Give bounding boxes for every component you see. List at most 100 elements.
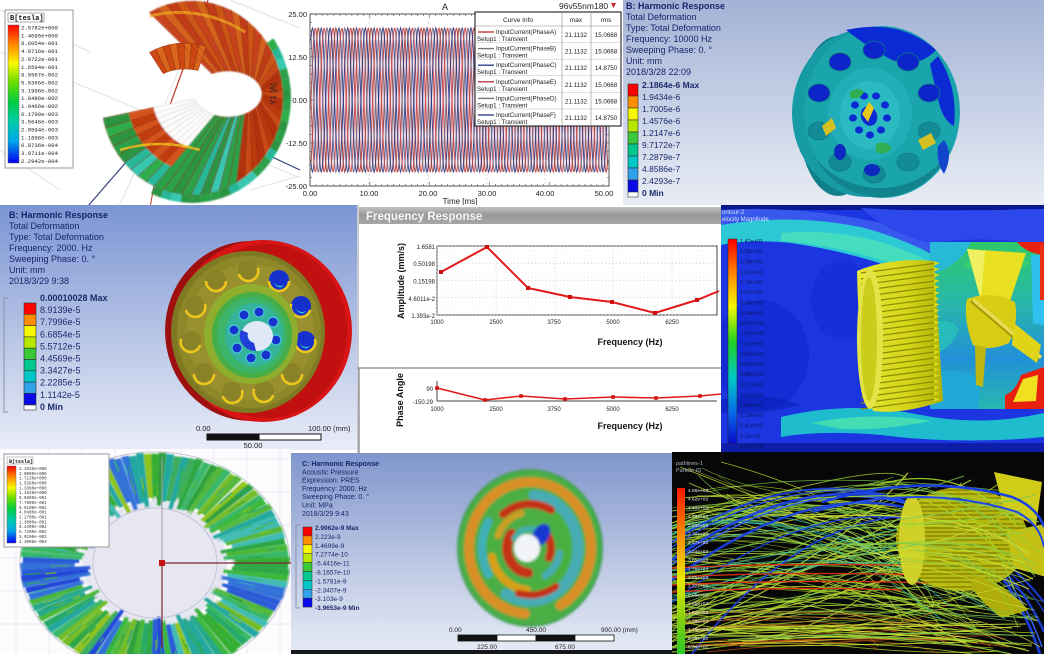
svg-text:Setup1 : Transient: Setup1 : Transient — [477, 119, 527, 126]
svg-text:7.7996e-5: 7.7996e-5 — [40, 317, 81, 327]
svg-text:1.6594e-001: 1.6594e-001 — [21, 64, 59, 71]
svg-text:1.3000e-001: 1.3000e-001 — [19, 521, 47, 525]
svg-text:2.3000e-003: 2.3000e-003 — [19, 541, 47, 545]
svg-text:10.00: 10.00 — [360, 189, 379, 198]
svg-text:1.1520e+000: 1.1520e+000 — [19, 492, 47, 496]
svg-text:1.1898e-003: 1.1898e-003 — [21, 134, 58, 141]
svg-text:1000: 1000 — [430, 320, 444, 326]
svg-text:40.00: 40.00 — [536, 189, 555, 198]
svg-text:21.1132: 21.1132 — [565, 49, 587, 56]
svg-text:4.6011e-2: 4.6011e-2 — [408, 297, 435, 303]
svg-text:InputCurrent(PhaseF): InputCurrent(PhaseF) — [496, 112, 556, 119]
svg-text:3.70e+03: 3.70e+03 — [688, 532, 708, 538]
svg-text:Acoustic Pressure: Acoustic Pressure — [302, 469, 359, 476]
svg-text:12.50: 12.50 — [288, 53, 307, 62]
svg-text:3.3427e-5: 3.3427e-5 — [40, 366, 81, 376]
svg-text:Amplitude (mm/s): Amplitude (mm/s) — [396, 243, 406, 319]
svg-text:4.4569e-5: 4.4569e-5 — [40, 354, 81, 364]
svg-text:6.94e+02: 6.94e+02 — [688, 645, 708, 651]
svg-text:50.00: 50.00 — [244, 441, 263, 450]
svg-text:15.0668: 15.0668 — [595, 49, 618, 56]
svg-text:2.55e+03: 2.55e+03 — [688, 575, 708, 581]
svg-text:0.00: 0.00 — [292, 96, 307, 105]
svg-text:Frequency (Hz): Frequency (Hz) — [597, 337, 662, 347]
svg-text:0 Min: 0 Min — [642, 188, 664, 198]
svg-text:2.32e+03: 2.32e+03 — [688, 584, 708, 590]
svg-text:6250: 6250 — [665, 320, 679, 326]
svg-text:elocity Magnitude: elocity Magnitude — [722, 217, 769, 223]
svg-text:7.7800e-001: 7.7800e-001 — [19, 502, 47, 506]
svg-text:pathlines-1: pathlines-1 — [676, 461, 703, 467]
svg-text:rms: rms — [601, 17, 613, 24]
svg-text:4.98e+00: 4.98e+00 — [740, 372, 763, 378]
svg-text:0.00e+00: 0.00e+00 — [740, 444, 763, 450]
svg-text:InputCurrent(PhaseA): InputCurrent(PhaseA) — [496, 29, 556, 36]
svg-text:2500: 2500 — [489, 407, 503, 413]
svg-text:900.00 (mm): 900.00 (mm) — [601, 627, 638, 634]
svg-text:-3.9653e-9 Min: -3.9653e-9 Min — [315, 605, 359, 612]
svg-text:2.0000e+000: 2.0000e+000 — [19, 473, 47, 477]
svg-text:3.56e+00: 3.56e+00 — [740, 393, 763, 399]
svg-text:2.0594e-003: 2.0594e-003 — [21, 127, 58, 134]
svg-text:Setup1 : Transient: Setup1 : Transient — [477, 102, 527, 109]
svg-text:max: max — [570, 17, 583, 24]
svg-text:15.0668: 15.0668 — [595, 32, 618, 39]
svg-text:6.40e+00: 6.40e+00 — [740, 352, 763, 358]
svg-text:1.42e+00: 1.42e+00 — [740, 424, 763, 430]
svg-text:1000: 1000 — [430, 407, 444, 413]
svg-text:15.0668: 15.0668 — [595, 98, 618, 105]
svg-text:2.08e+03: 2.08e+03 — [688, 592, 708, 598]
svg-text:1.21e+01: 1.21e+01 — [740, 270, 763, 276]
svg-text:Frequency (Hz): Frequency (Hz) — [597, 421, 662, 431]
svg-text:14.8750: 14.8750 — [595, 115, 618, 122]
svg-text:9.96e+00: 9.96e+00 — [740, 301, 763, 307]
svg-text:Setup1 : Transient: Setup1 : Transient — [477, 69, 527, 76]
svg-text:1.8486e-002: 1.8486e-002 — [21, 95, 58, 102]
svg-text:-5.4416e-11: -5.4416e-11 — [315, 561, 350, 568]
svg-text:1.07e+01: 1.07e+01 — [740, 290, 763, 296]
svg-text:0.00: 0.00 — [196, 424, 211, 433]
svg-text:Type: Total Deformation: Type: Total Deformation — [9, 232, 104, 242]
svg-text:6.6854e-5: 6.6854e-5 — [40, 329, 81, 339]
svg-text:B: Harmonic Response: B: Harmonic Response — [9, 210, 108, 220]
svg-text:Particle ID: Particle ID — [676, 468, 701, 474]
svg-text:21.1132: 21.1132 — [565, 98, 587, 105]
svg-text:90: 90 — [426, 387, 433, 393]
svg-text:InputCurrent(PhaseB): InputCurrent(PhaseB) — [496, 46, 556, 53]
svg-text:7.11e+00: 7.11e+00 — [740, 342, 763, 348]
svg-text:21.1132: 21.1132 — [565, 115, 587, 122]
svg-text:3.1998e-002: 3.1998e-002 — [21, 87, 58, 94]
svg-text:4.62e+03: 4.62e+03 — [688, 497, 708, 503]
svg-text:1.14e+01: 1.14e+01 — [740, 280, 763, 286]
svg-text:A: A — [442, 2, 448, 12]
svg-text:9.26e+02: 9.26e+02 — [688, 636, 708, 642]
svg-text:8.4300e-002: 8.4300e-002 — [19, 526, 47, 530]
svg-text:5.7200e-002: 5.7200e-002 — [19, 531, 47, 535]
svg-text:0.00: 0.00 — [449, 627, 462, 634]
svg-text:450.00: 450.00 — [526, 627, 546, 634]
svg-text:100.00 (mm): 100.00 (mm) — [308, 424, 351, 433]
svg-text:21.1132: 21.1132 — [565, 82, 587, 89]
svg-text:ontour-2: ontour-2 — [722, 210, 745, 216]
svg-text:Sweeping Phase: 0. °: Sweeping Phase: 0. ° — [626, 45, 713, 55]
svg-text:3.93e+03: 3.93e+03 — [688, 523, 708, 529]
svg-text:21.1132: 21.1132 — [565, 65, 587, 72]
svg-text:5000: 5000 — [606, 320, 620, 326]
svg-text:Curve Info: Curve Info — [503, 17, 533, 24]
svg-text:Expression: PRES: Expression: PRES — [302, 478, 360, 485]
svg-text:1.4095e+000: 1.4095e+000 — [21, 32, 59, 39]
svg-text:2.1864e-6 Max: 2.1864e-6 Max — [642, 80, 699, 90]
svg-text:2.0722e-001: 2.0722e-001 — [21, 56, 59, 63]
svg-text:1.7005e-6: 1.7005e-6 — [642, 104, 681, 114]
svg-text:1.6581: 1.6581 — [417, 245, 436, 251]
svg-text:0.15198: 0.15198 — [413, 280, 435, 286]
svg-text:6.1700e-003: 6.1700e-003 — [21, 111, 58, 118]
svg-text:2.9962e-9 Max: 2.9962e-9 Max — [315, 525, 359, 532]
svg-text:7.82e+00: 7.82e+00 — [740, 331, 763, 337]
svg-text:Frequency Response: Frequency Response — [366, 211, 482, 223]
svg-text:2.84e+00: 2.84e+00 — [740, 403, 763, 409]
svg-text:2.13e+00: 2.13e+00 — [740, 413, 763, 419]
svg-text:1.393e-2: 1.393e-2 — [411, 314, 435, 320]
svg-text:4.27e+00: 4.27e+00 — [740, 383, 763, 389]
svg-text:3.47e+03: 3.47e+03 — [688, 540, 708, 546]
